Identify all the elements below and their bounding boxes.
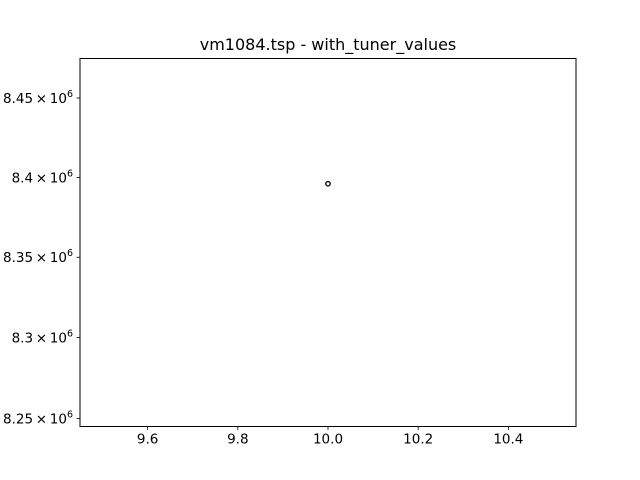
y-tick-times: ×: [33, 91, 50, 107]
x-tick-label: 10.0: [313, 432, 343, 448]
y-tick-times: ×: [33, 170, 50, 186]
y-tick-label: 8.4 × 106: [12, 168, 73, 186]
y-tick-mantissa: 8.3: [12, 331, 33, 347]
y-tick-label: 8.25 × 106: [3, 409, 73, 427]
y-tick-base: 10: [50, 250, 67, 266]
x-axis: 9.6 9.8 10.0 10.2 10.4: [137, 426, 523, 448]
y-tick-label: 8.45 × 106: [3, 89, 73, 107]
chart-title: vm1084.tsp - with_tuner_values: [200, 35, 457, 55]
x-tick-label: 9.8: [227, 432, 248, 448]
y-tick-mantissa: 8.25: [3, 411, 33, 427]
y-tick-label: 8.35 × 106: [3, 248, 73, 266]
y-tick-label: 8.3 × 106: [12, 329, 73, 347]
plot-frame: [79, 58, 577, 427]
y-tick-base: 10: [50, 411, 67, 427]
data-point: [325, 180, 331, 187]
y-tick-exponent: 6: [67, 248, 73, 259]
y-tick-base: 10: [50, 91, 67, 107]
data-points: [325, 180, 331, 187]
x-tick-label: 9.6: [137, 432, 158, 448]
y-tick-mantissa: 8.45: [3, 91, 33, 107]
y-tick-exponent: 6: [67, 168, 73, 179]
x-tick-label: 10.2: [403, 432, 433, 448]
y-tick-mantissa: 8.4: [12, 170, 33, 186]
y-tick-exponent: 6: [67, 329, 73, 340]
y-tick-base: 10: [50, 170, 67, 186]
x-tick-label: 10.4: [493, 432, 523, 448]
y-tick-exponent: 6: [67, 409, 73, 420]
y-tick-times: ×: [33, 411, 50, 427]
y-tick-base: 10: [50, 331, 67, 347]
plot-area: [79, 58, 577, 427]
y-tick-mantissa: 8.35: [3, 250, 33, 266]
y-tick-times: ×: [33, 250, 50, 266]
y-tick-times: ×: [33, 331, 50, 347]
y-tick-exponent: 6: [67, 89, 73, 100]
